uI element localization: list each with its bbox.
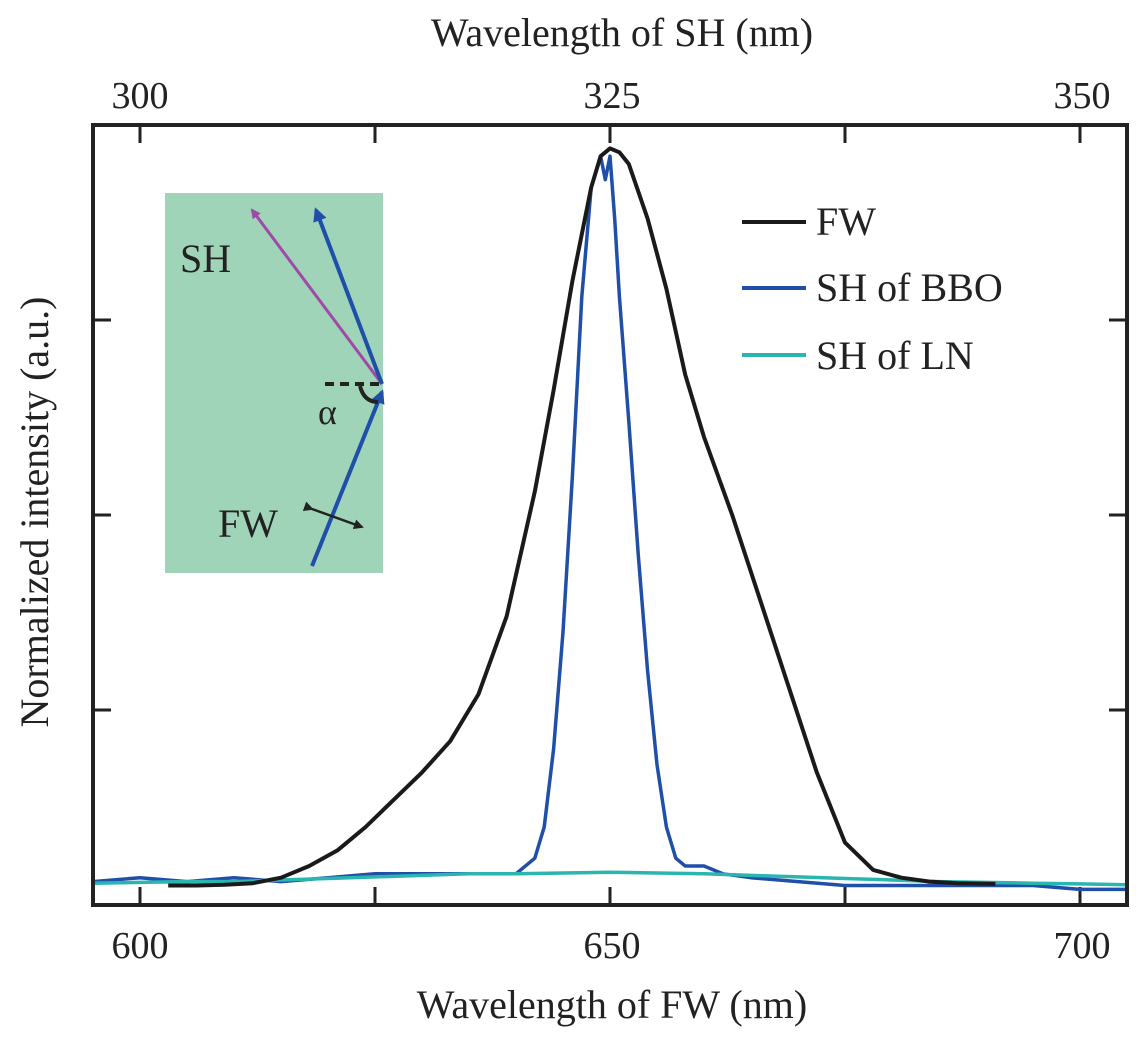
sh-arrow (250, 208, 384, 385)
series-line-fw (168, 146, 996, 888)
inset-diagram: SH α FW (165, 193, 385, 573)
top-tick-label-300: 300 (112, 75, 169, 117)
legend-label-sh-ln: SH of LN (816, 333, 974, 378)
top-axis-title: Wavelength of SH (nm) (431, 10, 813, 55)
series-line-sh-of-bbo (92, 154, 1127, 892)
top-tick-label-325: 325 (584, 75, 641, 117)
top-tick-label-350: 350 (1054, 75, 1111, 117)
series-layer (92, 146, 1128, 892)
legend-label-sh-bbo: SH of BBO (816, 265, 1003, 310)
polarization-arrow (302, 501, 364, 529)
bottom-tick-label-600: 600 (112, 925, 169, 967)
axis-ticks (93, 125, 1127, 905)
bottom-axis-title: Wavelength of FW (nm) (417, 982, 807, 1027)
plot-frame (91, 123, 1129, 907)
bottom-tick-label-650: 650 (584, 925, 641, 967)
legend: FW SH of BBO SH of LN (742, 199, 1003, 378)
y-axis-title: Normalized intensity (a.u.) (12, 297, 57, 728)
incident-beam-arrow (310, 389, 385, 567)
inset-label-sh: SH (180, 236, 231, 281)
legend-label-fw: FW (816, 199, 876, 244)
inset-label-fw: FW (218, 501, 278, 546)
bottom-tick-label-700: 700 (1054, 925, 1111, 967)
reflected-beam-arrow (313, 207, 384, 385)
angle-arc (358, 385, 379, 404)
inset-label-alpha: α (318, 392, 337, 432)
